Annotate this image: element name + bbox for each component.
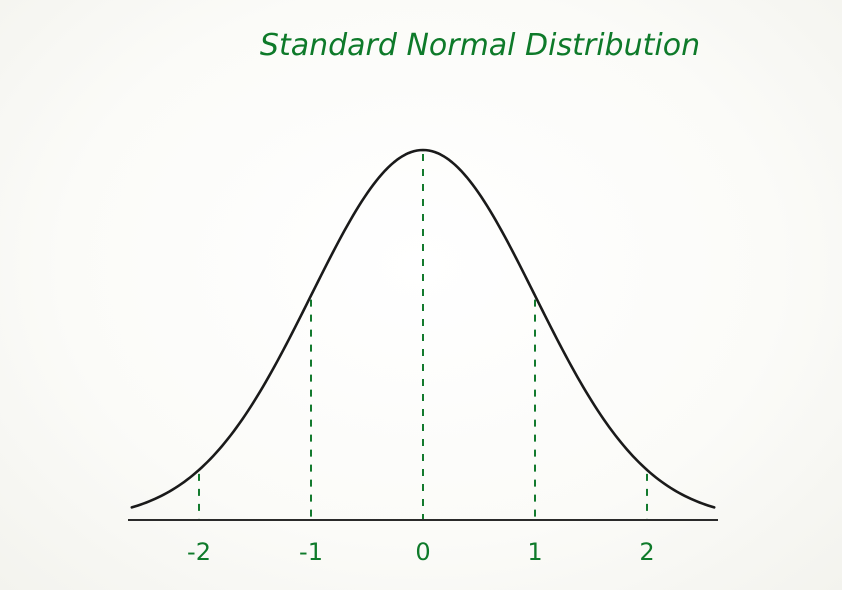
guide-lines	[198, 154, 648, 520]
tick-label: -2	[187, 538, 211, 566]
tick-labels: -2 -1 0 1 2	[187, 538, 655, 566]
tick-label: 2	[639, 538, 654, 566]
diagram-title: Standard Normal Distribution	[260, 28, 700, 63]
tick-label: 1	[527, 538, 542, 566]
bell-curve	[130, 148, 716, 509]
tick-label: -1	[299, 538, 323, 566]
tick-label: 0	[415, 538, 430, 566]
